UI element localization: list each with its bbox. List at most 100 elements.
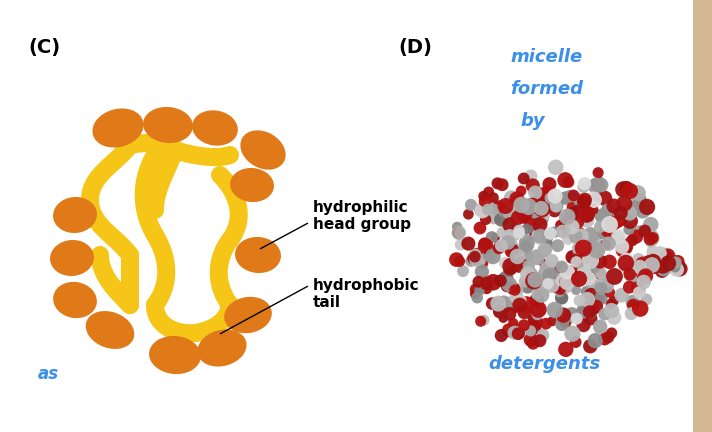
Point	[513, 214, 524, 221]
Point	[577, 247, 589, 254]
Point	[595, 223, 606, 230]
Point	[588, 257, 600, 264]
Point	[536, 215, 548, 222]
Ellipse shape	[93, 108, 144, 148]
Point	[612, 218, 623, 225]
Point	[471, 294, 483, 301]
Point	[503, 302, 515, 308]
Ellipse shape	[85, 311, 135, 349]
Point	[514, 302, 525, 308]
Point	[539, 248, 550, 255]
Point	[511, 304, 522, 311]
Point	[647, 258, 659, 265]
Point	[550, 193, 561, 200]
Point	[496, 216, 507, 223]
Point	[516, 201, 528, 208]
Point	[592, 239, 604, 246]
Point	[563, 179, 575, 186]
Text: micelle: micelle	[510, 48, 582, 66]
Point	[578, 184, 590, 191]
Point	[511, 327, 522, 334]
Point	[546, 257, 557, 264]
Point	[509, 287, 520, 294]
Point	[573, 196, 585, 203]
Point	[585, 257, 596, 264]
Point	[581, 211, 592, 218]
Point	[526, 270, 538, 277]
Point	[591, 247, 602, 254]
Point	[595, 181, 607, 188]
Point	[615, 218, 627, 225]
Point	[491, 201, 502, 208]
Point	[552, 275, 563, 282]
Point	[476, 207, 488, 214]
Point	[525, 329, 536, 336]
Point	[469, 251, 481, 258]
Point	[519, 278, 530, 285]
Point	[477, 260, 488, 267]
Point	[634, 288, 645, 295]
Point	[455, 241, 466, 248]
Point	[486, 234, 498, 241]
Point	[599, 336, 610, 343]
Point	[528, 277, 540, 284]
Point	[463, 240, 474, 247]
Point	[498, 299, 510, 306]
Point	[604, 289, 616, 296]
Point	[597, 230, 608, 237]
Point	[521, 239, 533, 246]
Point	[511, 196, 523, 203]
Point	[634, 228, 645, 235]
Point	[475, 206, 486, 213]
Point	[465, 258, 476, 265]
Point	[573, 208, 585, 215]
Point	[535, 291, 547, 298]
Point	[593, 295, 604, 302]
Point	[506, 194, 517, 201]
Point	[560, 221, 572, 228]
Point	[530, 232, 542, 239]
Ellipse shape	[53, 282, 97, 318]
Point	[508, 320, 519, 327]
Point	[506, 248, 517, 254]
Point	[645, 221, 656, 228]
Point	[541, 265, 553, 272]
Point	[567, 210, 579, 216]
Point	[624, 271, 635, 278]
Point	[627, 237, 638, 244]
Point	[600, 241, 612, 248]
Point	[567, 268, 579, 275]
Point	[545, 230, 556, 237]
Point	[570, 339, 582, 346]
Point	[496, 242, 507, 249]
Point	[550, 263, 561, 270]
Point	[602, 227, 614, 234]
Point	[582, 258, 594, 265]
Point	[599, 195, 610, 202]
Point	[578, 198, 590, 205]
Point	[623, 226, 634, 233]
Point	[529, 207, 540, 214]
Point	[501, 283, 513, 290]
Point	[581, 305, 592, 312]
Point	[504, 311, 515, 318]
Point	[624, 262, 636, 269]
Point	[587, 306, 599, 313]
Point	[657, 263, 669, 270]
Point	[512, 253, 523, 260]
Point	[539, 247, 550, 254]
Point	[557, 228, 568, 235]
Point	[454, 229, 466, 236]
Point	[513, 264, 525, 271]
Point	[580, 209, 591, 216]
Point	[572, 219, 584, 226]
Point	[578, 308, 590, 314]
Point	[476, 268, 488, 275]
Point	[582, 296, 593, 303]
Point	[491, 247, 503, 254]
Point	[512, 330, 523, 337]
Point	[539, 247, 550, 254]
Point	[562, 235, 574, 242]
Point	[574, 204, 585, 211]
Point	[537, 206, 548, 213]
